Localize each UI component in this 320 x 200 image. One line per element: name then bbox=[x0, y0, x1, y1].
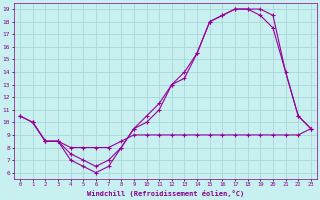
X-axis label: Windchill (Refroidissement éolien,°C): Windchill (Refroidissement éolien,°C) bbox=[87, 190, 244, 197]
